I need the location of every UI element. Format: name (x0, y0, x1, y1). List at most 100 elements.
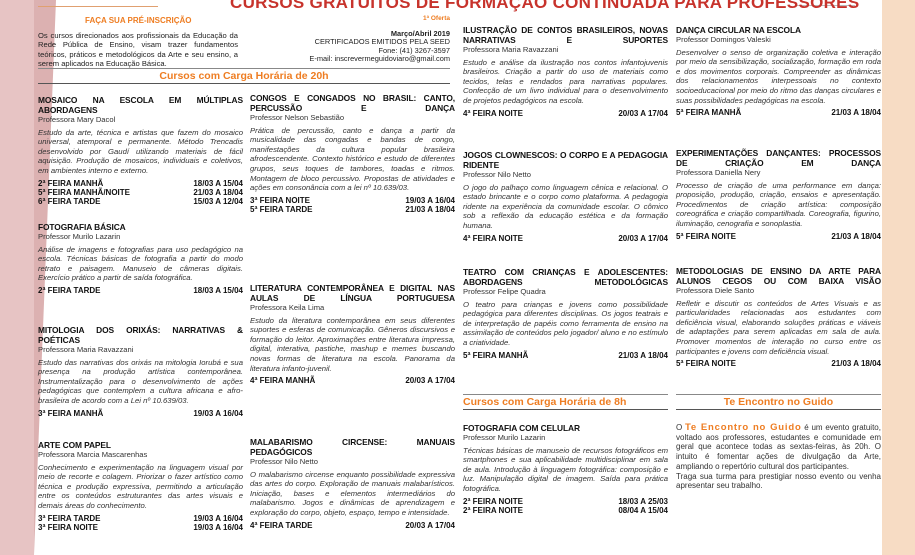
schedule-day: 3ª FEIRA TARDE (38, 513, 101, 523)
encontro-body-2: Traga sua turma para prestigiar nosso ev… (676, 471, 881, 491)
course-teacher: Professor Felipe Quadra (463, 287, 546, 296)
course-title: MITOLOGIA DOS ORIXÁS: NARRATIVAS & POÉTI… (38, 325, 243, 345)
course-description: Estudo das narrativas dos orixás na mito… (38, 357, 243, 405)
course-title: ILUSTRAÇÃO DE CONTOS BRASILEIROS, NOVAS … (463, 25, 668, 45)
seed-logo (795, 0, 855, 6)
course-card: JOGOS CLOWNESCOS: O CORPO E A PEDAGOGIA … (463, 150, 668, 243)
section-8h: Cursos com Carga Horária de 8h (463, 394, 668, 410)
course-card: EXPERIMENTAÇÕES DANÇANTES: PROCESSOS DE … (676, 148, 881, 241)
course-card: LITERATURA CONTEMPORÂNEA E DIGITAL NAS A… (250, 283, 455, 386)
encontro-highlight: Te Encontro no Guido (684, 422, 802, 433)
course-teacher: Professor Domingos Valeski (676, 35, 771, 44)
schedule-day: 2ª FEIRA MANHÃ (38, 178, 104, 188)
course-title: TEATRO COM CRIANÇAS E ADOLESCENTES: ABOR… (463, 267, 668, 287)
section-20h: Cursos com Carga Horária de 20h (38, 68, 450, 84)
course-description: Estudo da arte, técnica e artistas que f… (38, 127, 243, 175)
schedule-day: 5ª FEIRA MANHÃ (463, 350, 529, 360)
schedule-day: 4ª FEIRA NOITE (463, 108, 524, 118)
schedule-day: 6ª FEIRA TARDE (38, 197, 101, 207)
course-card: ARTE COM PAPEL Professora Marcia Mascare… (38, 440, 243, 532)
period: Março/Abril 2019 (390, 29, 450, 38)
course-title: METODOLOGIAS DE ENSINO DA ARTE PARA ALUN… (676, 266, 881, 286)
course-description: Conhecimento e experimentação na linguag… (38, 462, 243, 510)
schedule-row: 3ª FEIRA NOITE 19/03 A 16/04 (38, 523, 243, 532)
course-title: ARTE COM PAPEL (38, 440, 111, 450)
course-teacher: Professor Murilo Lazarin (38, 232, 121, 241)
schedule-dates: 21/03 A 18/04 (831, 359, 881, 369)
phone: Fone: (41) 3267-3597 (378, 45, 451, 55)
schedule-row: 2ª FEIRA MANHÃ 18/03 A 15/04 (38, 179, 243, 188)
schedule-dates: 20/03 A 17/04 (618, 233, 668, 243)
schedule-row: 5ª FEIRA TARDE 21/03 A 18/04 (250, 205, 455, 214)
schedule-day: 5ª FEIRA TARDE (250, 205, 313, 215)
course-card: DANÇA CIRCULAR NA ESCOLA Professor Domin… (676, 25, 881, 118)
schedule-row: 2ª FEIRA NOITE 18/03 A 25/03 (463, 497, 668, 506)
schedule-row: 3ª FEIRA TARDE 19/03 A 16/04 (38, 514, 243, 523)
schedule-dates: 21/03 A 18/04 (193, 187, 243, 197)
schedule-dates: 19/03 A 16/04 (193, 513, 243, 523)
schedule-day: 3ª FEIRA NOITE (38, 522, 99, 532)
schedule-day: 2ª FEIRA NOITE (463, 496, 524, 506)
schedule-day: 2ª FEIRA TARDE (38, 285, 101, 295)
course-title: FOTOGRAFIA BÁSICA (38, 222, 126, 232)
schedule-row: 2ª FEIRA NOITE 08/04 A 15/04 (463, 506, 668, 515)
course-card: CONGOS E CONGADOS NO BRASIL: CANTO, PERC… (250, 93, 455, 215)
schedule-dates: 21/03 A 18/04 (831, 231, 881, 241)
schedule-row: 6ª FEIRA TARDE 15/03 A 12/04 (38, 197, 243, 206)
oferta-label: 1ª Oferta (423, 15, 450, 22)
left-decorative-wedge (34, 0, 56, 555)
schedule-day: 4ª FEIRA MANHÃ (250, 376, 316, 386)
course-title: FOTOGRAFIA COM CELULAR (463, 423, 580, 433)
pre-inscricao-heading: FAÇA SUA PRÉ-INSCRIÇÃO (85, 16, 192, 25)
course-card: FOTOGRAFIA BÁSICA Professor Murilo Lazar… (38, 222, 243, 295)
schedule-dates: 15/03 A 12/04 (193, 197, 243, 207)
schedule-day: 5ª FEIRA MANHÃ (676, 108, 742, 118)
schedule-row: 5ª FEIRA MANHÃ 21/03 A 18/04 (676, 108, 881, 117)
course-description: Análise de imagens e fotografias para us… (38, 244, 243, 283)
course-teacher: Professora Mary Dacol (38, 115, 116, 124)
schedule-row: 5ª FEIRA NOITE 21/03 A 18/04 (676, 232, 881, 241)
course-card: MITOLOGIA DOS ORIXÁS: NARRATIVAS & POÉTI… (38, 325, 243, 418)
schedule-dates: 18/03 A 25/03 (618, 496, 668, 506)
course-teacher: Professor Nelson Sebastião (250, 113, 345, 122)
course-description: Estudo da literatura contemporânea em se… (250, 315, 455, 373)
schedule-dates: 08/04 A 15/04 (618, 505, 668, 515)
schedule-dates: 21/03 A 18/04 (831, 108, 881, 118)
schedule-day: 3ª FEIRA NOITE (250, 195, 311, 205)
institution-logo (38, 0, 158, 7)
schedule-dates: 21/03 A 18/04 (618, 350, 668, 360)
email[interactable]: E-mail: inscrevermeguidoviaro@gmail.com (309, 53, 450, 63)
course-teacher: Professora Maria Ravazzani (38, 345, 134, 354)
schedule-dates: 20/03 A 17/04 (405, 376, 455, 386)
schedule-day: 3ª FEIRA MANHÃ (38, 408, 104, 418)
course-teacher: Professora Maria Ravazzani (463, 45, 559, 54)
course-title: EXPERIMENTAÇÕES DANÇANTES: PROCESSOS DE … (676, 148, 881, 168)
course-card: ILUSTRAÇÃO DE CONTOS BRASILEIROS, NOVAS … (463, 25, 668, 118)
schedule-row: 4ª FEIRA NOITE 20/03 A 17/04 (463, 234, 668, 243)
schedule-dates: 20/03 A 17/04 (618, 108, 668, 118)
schedule-row: 5ª FEIRA MANHÃ 21/03 A 18/04 (463, 351, 668, 360)
course-description: O teatro para crianças e jovens como pos… (463, 299, 668, 347)
course-teacher: Professora Daniella Nery (676, 168, 761, 177)
course-card: FOTOGRAFIA COM CELULAR Professor Murilo … (463, 423, 668, 515)
contact-info: Março/Abril 2019 CERTIFICADOS EMITIDOS P… (290, 29, 451, 63)
course-teacher: Professor Nilo Netto (463, 170, 531, 179)
course-teacher: Professora Marcia Mascarenhas (38, 450, 148, 459)
left-decorative-strip (0, 0, 34, 555)
schedule-day: 4ª FEIRA NOITE (463, 233, 524, 243)
schedule-row: 3ª FEIRA MANHÃ 19/03 A 16/04 (38, 409, 243, 418)
course-description: Desenvolver o senso de organização colet… (676, 47, 881, 105)
schedule-dates: 20/03 A 17/04 (405, 520, 455, 530)
page-title: CURSOS GRATUITOS DE FORMAÇÃO CONTINUADA … (230, 0, 860, 12)
course-description: Técnicas básicas de manuseio de recursos… (463, 445, 668, 493)
right-decorative-strip (882, 0, 915, 555)
course-teacher: Professora Keila Lima (250, 303, 325, 312)
schedule-dates: 19/03 A 16/04 (193, 522, 243, 532)
schedule-day: 2ª FEIRA NOITE (463, 505, 524, 515)
course-title: CONGOS E CONGADOS NO BRASIL: CANTO, PERC… (250, 93, 455, 113)
course-description: O jogo do palhaço como linguagem cênica … (463, 182, 668, 230)
course-title: JOGOS CLOWNESCOS: O CORPO E A PEDAGOGIA … (463, 150, 668, 170)
course-teacher: Professora Diele Santo (676, 286, 755, 295)
schedule-dates: 18/03 A 15/04 (193, 178, 243, 188)
schedule-dates: 18/03 A 15/04 (193, 285, 243, 295)
